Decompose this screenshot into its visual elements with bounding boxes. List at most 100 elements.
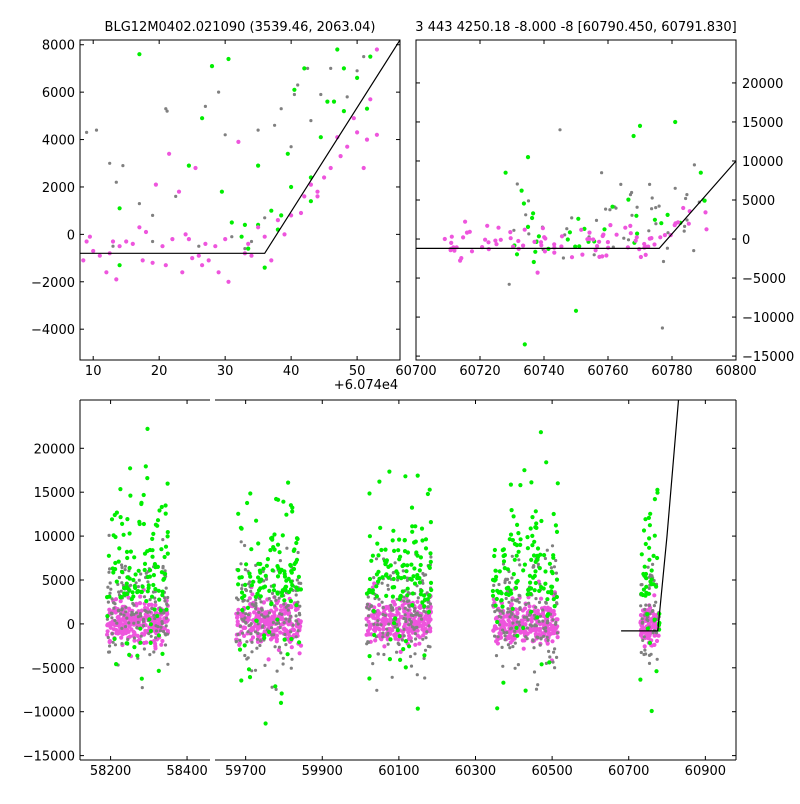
bottom-magenta-point (268, 617, 273, 623)
bottom-magenta-point (523, 622, 528, 627)
bottom-gray-point (502, 631, 506, 635)
bottom-gray-point (129, 613, 134, 617)
top-right-magenta-point (522, 227, 527, 232)
top-right-magenta-point (449, 240, 454, 245)
bottom-gray-point (267, 611, 271, 615)
bottom-magenta-point (421, 633, 426, 638)
bottom-green-point (522, 562, 528, 567)
bottom-gray-point (234, 640, 238, 644)
bottom-gray-point (382, 652, 386, 657)
bottom-green-point (125, 555, 130, 561)
top-right-gray-point (592, 253, 596, 257)
bottom-magenta-point (235, 619, 240, 624)
bottom-magenta-point (119, 635, 124, 640)
bottom-gray-point (270, 685, 274, 689)
bottom-magenta-point (427, 627, 432, 633)
bottom-green-point (392, 548, 397, 554)
bottom-green-point (512, 541, 518, 547)
top-right-magenta-point (486, 240, 491, 245)
bottom-gray-point (506, 607, 510, 611)
bottom-gray-point (514, 598, 518, 602)
top-right-magenta-point (542, 235, 547, 240)
bottom-green-point (114, 579, 119, 584)
bottom-gray-point (555, 601, 559, 605)
bottom-gray-point (555, 655, 559, 660)
bottom-gray-point (142, 647, 146, 651)
bottom-gray-point (278, 625, 282, 630)
bottom-green-point (644, 584, 649, 589)
bottom-green-point (289, 570, 294, 575)
top-right-magenta-point (494, 242, 499, 247)
bottom-green-point (165, 530, 170, 535)
bottom-magenta-point (373, 616, 378, 621)
bottom-gray-point (263, 615, 267, 619)
bottom-green-point (145, 574, 150, 580)
top-right-magenta-point (675, 220, 681, 225)
bottom-green-point (162, 554, 167, 560)
bottom-green-point (515, 578, 520, 584)
bottom-gray-point (511, 621, 515, 625)
top-right-magenta-point (672, 223, 677, 228)
bottom-gray-point (123, 568, 127, 572)
bottom-green-point (128, 466, 133, 471)
bottom-gray-point (654, 631, 659, 635)
bottom-gray-point (409, 622, 413, 626)
bottom-green-point (409, 577, 414, 582)
top-right-magenta-point (637, 247, 642, 252)
bottom-gray-point (516, 615, 520, 620)
bottom-green-point (262, 633, 267, 638)
bottom-green-point (553, 523, 559, 528)
bottom-green-point (265, 557, 270, 562)
bottom-green-point (645, 612, 650, 617)
bottom-green-point (152, 562, 157, 567)
bottom-gray-point (393, 561, 397, 565)
bottom-green-point (124, 581, 129, 586)
bottom-gray-point (125, 616, 129, 620)
bottom-green-point (530, 543, 535, 548)
top-right-magenta-point (593, 248, 598, 253)
bottom-gray-point (108, 567, 112, 571)
bottom-green-point (270, 568, 275, 573)
bottom-gray-point (142, 595, 147, 599)
top-left-green-point (331, 99, 337, 104)
top-left-green-point (269, 208, 274, 213)
bottom-green-point (390, 538, 395, 543)
top-left-green-point (117, 263, 122, 268)
y-tick-label: −2000 (31, 276, 75, 291)
top-right-magenta-point (486, 247, 491, 252)
top-right-green-point (519, 188, 524, 193)
bottom-green-point (419, 526, 425, 531)
bottom-magenta-point (507, 633, 512, 639)
bottom-green-point (641, 528, 647, 533)
bottom-green-point (279, 691, 284, 696)
top-left-green-point (262, 265, 267, 270)
bottom-green-point (275, 542, 281, 547)
bottom-gray-point (124, 605, 128, 609)
bottom-green-point (511, 514, 516, 519)
bottom-green-point (275, 591, 280, 596)
bottom-green-point (505, 567, 510, 572)
bottom-green-point (428, 520, 433, 525)
bottom-gray-point (250, 602, 254, 606)
bottom-magenta-point (129, 627, 134, 632)
bottom-green-point (654, 669, 659, 674)
bottom-magenta-point (280, 617, 285, 622)
top-right-magenta-point (493, 238, 498, 243)
top-left-gray-point (151, 239, 155, 244)
bottom-gray-point (120, 565, 124, 570)
bottom-gray-point (412, 627, 416, 631)
bottom-magenta-point (375, 608, 380, 614)
bottom-green-point (640, 592, 646, 598)
bottom-gray-point (651, 609, 655, 613)
top-left-magenta-point (298, 210, 304, 216)
top-right-gray-point (657, 204, 661, 208)
bottom-gray-point (545, 621, 549, 625)
bottom-segment-1-points (234, 400, 680, 726)
bottom-gray-point (277, 596, 281, 600)
top-right-magenta-point (585, 237, 590, 242)
bottom-green-point (151, 573, 156, 578)
top-left-magenta-point (163, 263, 168, 268)
bottom-green-point (405, 550, 410, 555)
bottom-gray-point (149, 634, 153, 638)
bottom-axis-offset-label: +6.074e4 (334, 378, 398, 393)
